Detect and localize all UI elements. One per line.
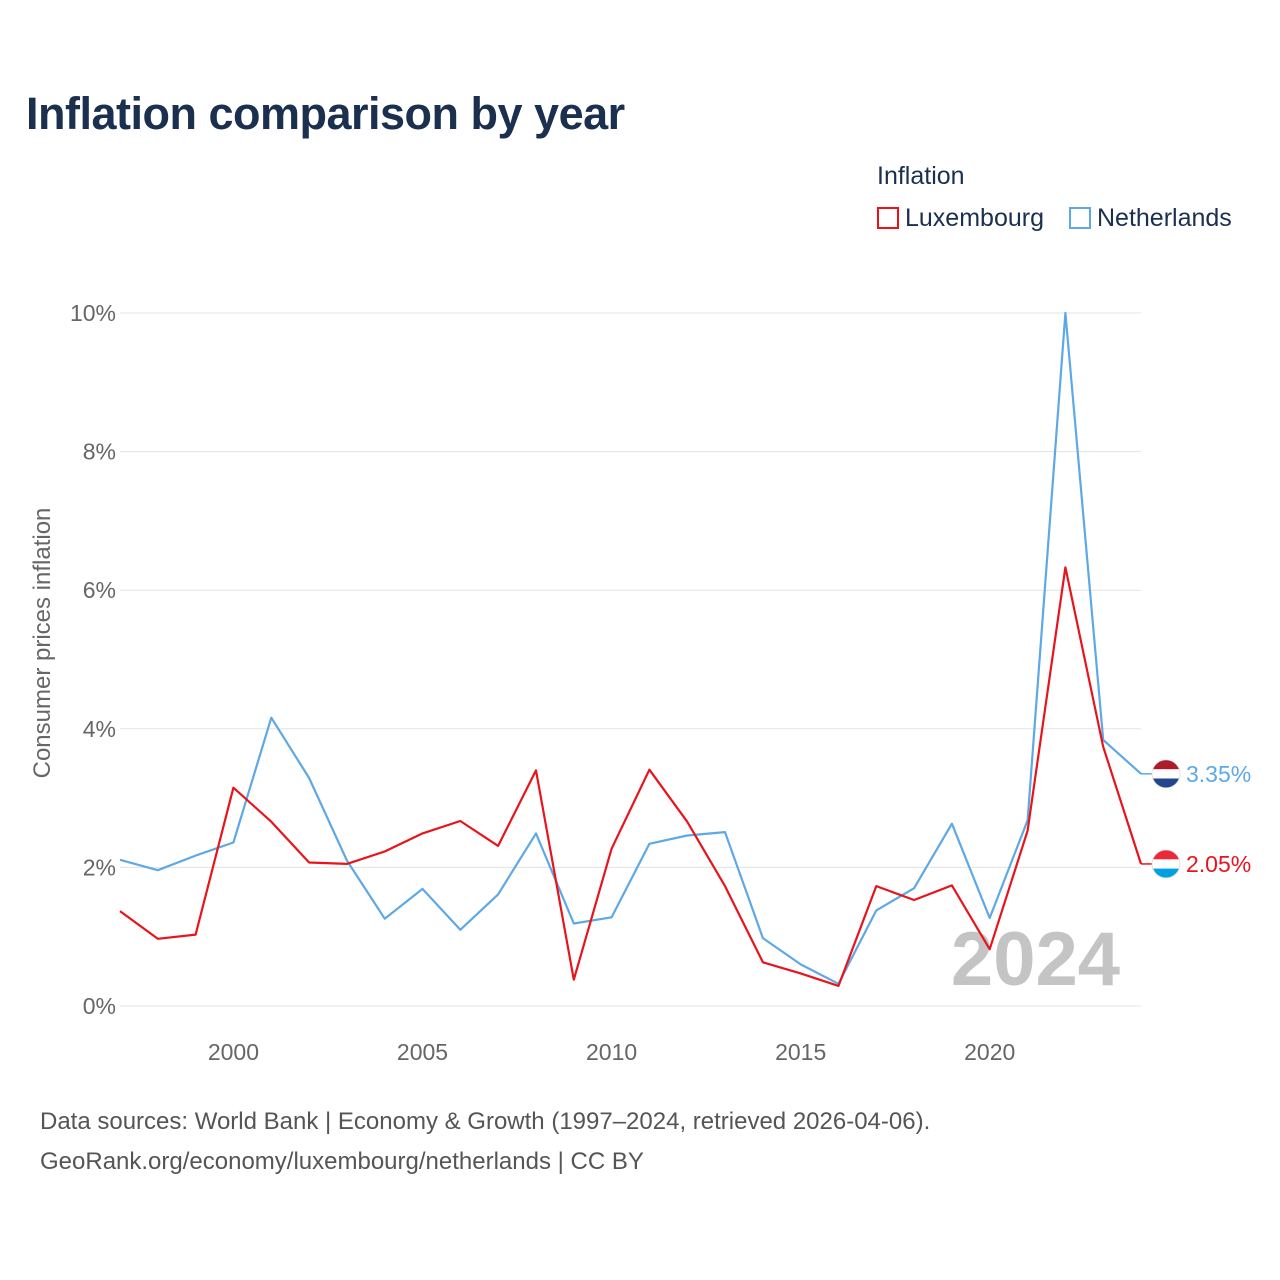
x-tick-label: 2010 bbox=[586, 1039, 637, 1065]
footer-attribution: GeoRank.org/economy/luxembourg/netherlan… bbox=[40, 1148, 644, 1175]
legend-item-luxembourg[interactable]: Luxembourg bbox=[877, 204, 1044, 233]
y-tick-labels: 0% 2% 4% 6% 8% 10% bbox=[70, 300, 116, 1019]
legend-swatch-netherlands bbox=[1069, 207, 1091, 229]
x-tick-label: 2005 bbox=[397, 1039, 448, 1065]
end-markers: 2.05% 3.35% bbox=[1141, 759, 1251, 879]
legend-swatch-luxembourg bbox=[877, 207, 899, 229]
flag-icon-netherlands bbox=[1151, 759, 1181, 789]
y-tick-label: 0% bbox=[83, 993, 116, 1019]
end-value-label-netherlands: 3.35% bbox=[1186, 761, 1251, 787]
year-watermark: 2024 bbox=[951, 917, 1120, 1002]
series-lines bbox=[119, 311, 1143, 988]
x-tick-labels: 2000 2005 2010 2015 2020 bbox=[208, 1039, 1015, 1065]
y-tick-label: 10% bbox=[70, 300, 116, 326]
x-tick-label: 2020 bbox=[964, 1039, 1015, 1065]
y-tick-label: 6% bbox=[83, 577, 116, 603]
x-tick-label: 2015 bbox=[775, 1039, 826, 1065]
legend-item-netherlands[interactable]: Netherlands bbox=[1069, 204, 1232, 233]
y-tick-label: 8% bbox=[83, 439, 116, 465]
legend-label-luxembourg: Luxembourg bbox=[905, 204, 1044, 232]
y-tick-label: 2% bbox=[83, 854, 116, 880]
grid-lines bbox=[120, 312, 1141, 1007]
chart-title: Inflation comparison by year bbox=[26, 88, 625, 139]
legend-title: Inflation bbox=[877, 162, 965, 190]
y-tick-label: 4% bbox=[83, 716, 116, 742]
series-line-luxembourg bbox=[119, 566, 1143, 988]
series-line-netherlands bbox=[119, 311, 1142, 985]
legend-label-netherlands: Netherlands bbox=[1097, 204, 1232, 232]
y-axis-label: Consumer prices inflation bbox=[29, 508, 56, 779]
flag-icon-luxembourg bbox=[1151, 849, 1181, 879]
end-value-label-luxembourg: 2.05% bbox=[1186, 851, 1251, 877]
x-tick-label: 2000 bbox=[208, 1039, 259, 1065]
footer-sources: Data sources: World Bank | Economy & Gro… bbox=[40, 1108, 931, 1135]
